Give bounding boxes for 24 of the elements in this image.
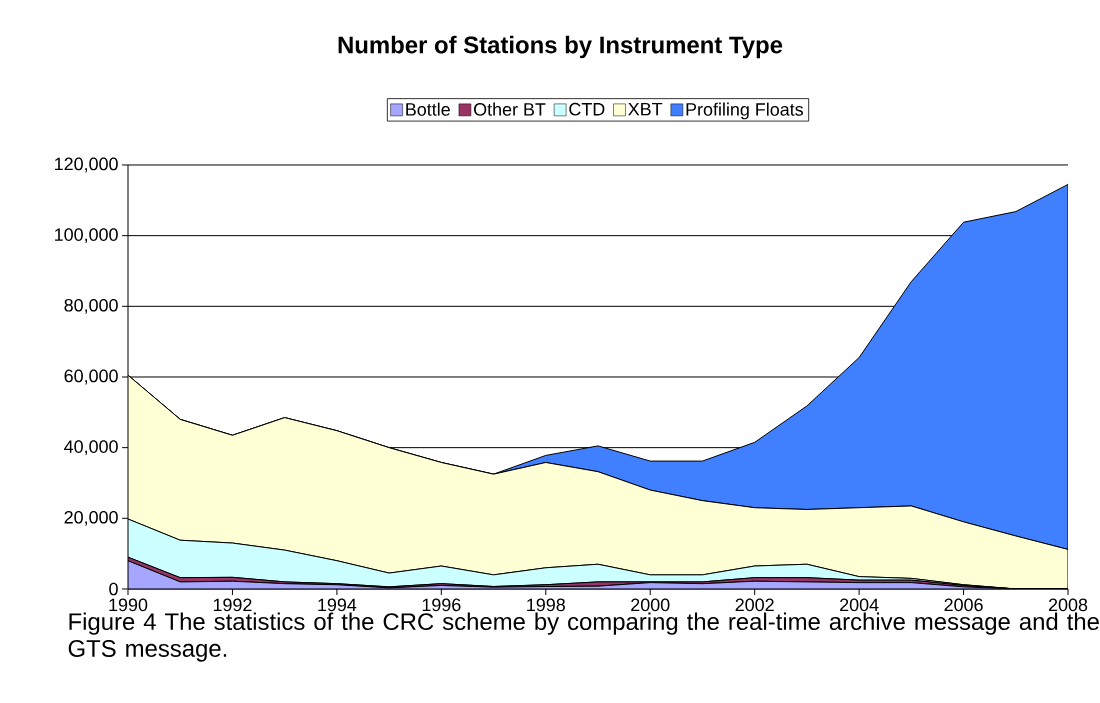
x-tick-label: 2006 <box>944 598 983 612</box>
y-tick-label: 60,000 <box>64 369 118 385</box>
y-tick-label: 80,000 <box>64 298 118 314</box>
chart-title: Number of Stations by Instrument Type <box>338 35 783 59</box>
legend-label: Other BT <box>474 102 546 116</box>
x-tick-label: 1990 <box>109 598 148 612</box>
y-tick-label: 100,000 <box>55 228 118 244</box>
x-tick-label: 1994 <box>318 598 357 612</box>
legend-label: CTD <box>569 102 605 116</box>
legend-label: Bottle <box>406 102 450 116</box>
x-tick-label: 2000 <box>631 598 670 612</box>
x-tick-label: 1996 <box>422 598 461 612</box>
x-tick-label: 1998 <box>527 598 565 612</box>
y-tick-label: 40,000 <box>64 440 118 456</box>
x-tick-label: 2008 <box>1048 598 1088 612</box>
caption: Figure 4 The statistics of the CRC scheme by comparing the real-time archive message and the GTS message. <box>68 612 1099 662</box>
y-tick-label: 120,000 <box>55 157 118 173</box>
legend-label: Profiling Floats <box>686 102 804 120</box>
x-tick-label: 1992 <box>213 598 252 612</box>
y-tick-label: 0 <box>109 582 118 596</box>
x-tick-label: 2004 <box>840 598 879 612</box>
legend-label: XBT <box>628 102 663 116</box>
y-tick-label: 20,000 <box>64 510 118 526</box>
x-tick-label: 2002 <box>735 598 774 612</box>
